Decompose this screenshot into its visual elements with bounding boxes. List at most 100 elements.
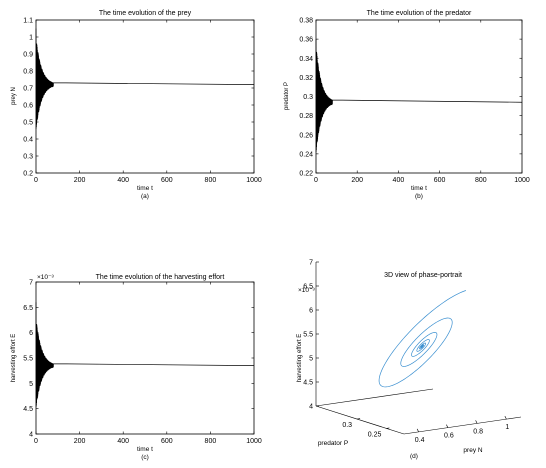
panel-b-xtick-label: 800	[475, 177, 487, 184]
panel-b-yticks: 0.22 0.24 0.26 0.28 0.3 0.32 0.34 0.36 0.38	[299, 18, 522, 178]
panel-b-ytick-label: 0.28	[299, 113, 313, 120]
panel-b-ytick-label: 0.32	[299, 75, 313, 82]
panel-a-ytick-label: 0.7	[23, 86, 33, 93]
panel-a-xtick-label: 1000	[246, 177, 262, 184]
panel-d-ztick-label: 4.5	[303, 380, 313, 387]
panel-a-series	[35, 28, 255, 129]
panel-c-plot-area	[35, 281, 255, 435]
panel-d-xtick-mark	[475, 420, 478, 424]
panel-d-ylabel: predator P	[318, 440, 348, 447]
panel-c-exponent: ×10⁻³	[37, 274, 54, 281]
panel-c-line	[35, 302, 255, 408]
panel-d-xticks: 0.4 0.6 0.8 1	[415, 415, 509, 444]
panel-d-ztick-label: 6.5	[303, 284, 313, 291]
panel-b-xtick-label: 0	[314, 177, 318, 184]
panel-a-ytick-label: 0.4	[23, 137, 33, 144]
panel-c-series	[35, 302, 255, 408]
panel-a-ytick-label: 1	[29, 35, 33, 42]
panel-c-xtick-label: 0	[34, 438, 38, 445]
panel-d-caption: (d)	[410, 453, 418, 460]
panel-a-xtick-label: 0	[34, 177, 38, 184]
panel-b-xlabel: time t	[411, 185, 427, 192]
panel-a-xtick-label: 800	[205, 177, 217, 184]
panel-a-xtick-label: 400	[117, 177, 129, 184]
panel-c-xtick-label: 1000	[246, 438, 262, 445]
panel-b-ytick-label: 0.36	[299, 37, 313, 44]
panel-a-ytick-label: 1.1	[23, 18, 33, 25]
panel-c: ×10⁻³ The time evolution of the harvesti…	[11, 274, 262, 461]
panel-d-ytick-label: 0.3	[342, 422, 352, 429]
panel-a-xlabel: time t	[137, 185, 153, 192]
panel-d-ztick-label: 7	[309, 260, 313, 267]
panel-b: The time evolution of the predator preda…	[284, 10, 530, 200]
panel-d-zticks: 4 4.5 5 5.5 6 6.5 7	[303, 260, 319, 411]
panel-a-ytick-label: 0.3	[23, 154, 33, 161]
panel-d-frame	[315, 262, 522, 435]
panel-b-ytick-label: 0.22	[299, 171, 313, 178]
panel-d-ztick-label: 6	[309, 308, 313, 315]
panel-d-xtick-mark	[504, 415, 507, 420]
panel-d-ytick-label: 0.25	[368, 431, 382, 438]
panel-b-xticks: 0 200 400 600 800 1000	[314, 20, 530, 184]
panel-d-trajectory	[378, 290, 467, 388]
panel-c-xticks: 0 200 400 600 800 1000	[34, 282, 262, 445]
panel-b-xtick-label: 400	[393, 177, 405, 184]
panel-a-ytick-label: 0.2	[23, 171, 33, 178]
panel-b-ytick-label: 0.34	[299, 56, 313, 63]
panel-a-ytick-label: 0.6	[23, 103, 33, 110]
panel-d-ztick-label: 5.5	[303, 332, 313, 339]
panel-d-xtick-label: 0.8	[473, 428, 483, 435]
panel-d-ztick-label: 5	[309, 356, 313, 363]
panel-d-ztick-label: 4	[309, 404, 313, 411]
panel-b-xtick-label: 1000	[514, 177, 530, 184]
panel-d-axis-line	[403, 416, 522, 435]
panel-c-ytick-label: 6	[29, 330, 33, 337]
panel-d-xlabel: prey N	[463, 447, 482, 454]
panel-c-xlabel: time t	[137, 446, 153, 453]
panel-c-xtick-label: 600	[161, 438, 173, 445]
panel-c-xtick-label: 800	[205, 438, 217, 445]
panel-a-xticks: 0 200 400 600 800 1000	[34, 20, 262, 184]
panel-c-ytick-label: 6.5	[23, 305, 33, 312]
panel-b-line	[315, 39, 523, 153]
panel-d-yticks: 0.25 0.3	[342, 418, 390, 438]
panel-a-ytick-label: 0.5	[23, 120, 33, 127]
panel-c-ylabel: harvesting effort E	[11, 334, 17, 383]
panel-c-ytick-label: 7	[29, 280, 33, 287]
panel-a-yticks: 0.2 0.3 0.4 0.5 0.6 0.7 0.8 0.9 1 1.1	[23, 18, 254, 178]
panel-b-plot-area	[315, 19, 523, 174]
panel-d-zlabel: harvesting effort E	[297, 334, 303, 383]
panel-a-xtick-label: 600	[161, 177, 173, 184]
panel-c-title: The time evolution of the harvesting eff…	[96, 274, 225, 281]
panel-d-xtick-mark	[446, 424, 449, 428]
panel-c-xtick-label: 400	[117, 438, 129, 445]
panel-c-ytick-label: 4.5	[23, 406, 33, 413]
panel-a-xtick-label: 200	[74, 177, 86, 184]
panel-c-ytick-label: 5.5	[23, 356, 33, 363]
panel-d-axis-line	[315, 405, 405, 435]
panel-d-title: 3D view of phase-portrait	[384, 272, 462, 279]
panel-c-xtick-label: 200	[74, 438, 86, 445]
panel-b-title: The time evolution of the predator	[367, 10, 472, 17]
panel-a: The time evolution of the prey prey N ti…	[11, 10, 262, 200]
panel-a-line	[35, 28, 255, 129]
panel-a-title: The time evolution of the prey	[99, 10, 192, 17]
panel-d-xtick-label: 0.4	[415, 437, 425, 444]
panel-d-series	[378, 290, 467, 388]
panel-d-xtick-label: 0.6	[444, 433, 454, 440]
panel-b-ytick-label: 0.3	[303, 94, 313, 101]
panel-c-yticks: 4 4.5 5 5.5 6 6.5 7	[23, 280, 254, 439]
panel-d-ytick-mark	[386, 427, 390, 429]
panel-a-caption: (a)	[141, 193, 149, 200]
panel-c-caption: (c)	[141, 454, 149, 461]
panel-b-caption: (b)	[415, 193, 423, 200]
panel-d-axis-line	[315, 388, 434, 407]
panel-c-ytick-label: 4	[29, 432, 33, 439]
panel-b-ytick-label: 0.24	[299, 151, 313, 158]
panel-a-plot-area	[35, 19, 255, 174]
panel-c-ytick-label: 5	[29, 381, 33, 388]
panel-a-ytick-label: 0.9	[23, 52, 33, 59]
panel-d-ytick-mark	[357, 418, 361, 420]
panel-a-ytick-label: 0.8	[23, 69, 33, 76]
